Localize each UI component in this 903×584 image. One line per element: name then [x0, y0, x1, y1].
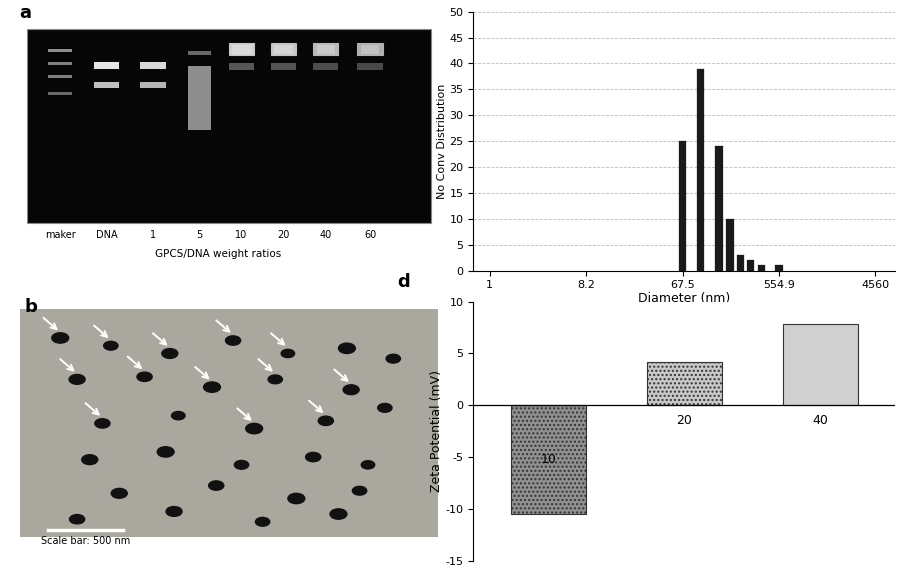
Text: 40: 40 — [320, 230, 331, 239]
Bar — [271, 64, 296, 70]
Bar — [94, 62, 119, 69]
Bar — [49, 75, 72, 78]
Bar — [312, 64, 338, 70]
Text: maker: maker — [45, 230, 76, 239]
Bar — [232, 45, 250, 54]
Circle shape — [246, 423, 262, 434]
Circle shape — [330, 509, 347, 519]
Circle shape — [377, 404, 392, 412]
Bar — [646, 361, 721, 405]
Circle shape — [81, 455, 98, 465]
Text: c: c — [418, 0, 429, 1]
Bar — [775, 266, 782, 270]
Circle shape — [51, 333, 69, 343]
Text: 10: 10 — [235, 230, 247, 239]
Text: 129.6±29.0 nm: 129.6±29.0 nm — [638, 328, 730, 340]
Bar — [228, 43, 254, 55]
Bar — [49, 62, 72, 65]
Bar — [271, 43, 296, 55]
Circle shape — [172, 412, 185, 420]
Circle shape — [352, 486, 367, 495]
Circle shape — [338, 343, 355, 353]
Text: 5: 5 — [196, 230, 202, 239]
Bar — [49, 49, 72, 52]
Circle shape — [287, 493, 304, 503]
Bar — [20, 310, 437, 537]
Text: b: b — [24, 298, 37, 316]
Bar — [360, 45, 379, 54]
Circle shape — [209, 481, 224, 490]
Text: 60: 60 — [364, 230, 376, 239]
Circle shape — [69, 374, 85, 384]
Bar — [187, 65, 211, 130]
Bar — [696, 69, 703, 270]
Circle shape — [70, 515, 85, 524]
Circle shape — [343, 385, 358, 395]
Bar — [49, 92, 72, 95]
Circle shape — [305, 453, 321, 462]
Bar — [678, 141, 685, 270]
X-axis label: Diameter (nm): Diameter (nm) — [638, 292, 730, 305]
Circle shape — [234, 460, 248, 469]
Y-axis label: Zeta Potential (mV): Zeta Potential (mV) — [430, 370, 442, 492]
Bar — [312, 43, 338, 55]
Circle shape — [104, 341, 118, 350]
Circle shape — [162, 349, 178, 359]
Circle shape — [256, 517, 269, 526]
Circle shape — [166, 506, 182, 516]
Text: a: a — [19, 4, 32, 22]
Bar — [782, 325, 857, 405]
Bar — [736, 255, 743, 270]
Text: Scale bar: 500 nm: Scale bar: 500 nm — [41, 536, 130, 546]
Text: DNA: DNA — [96, 230, 117, 239]
Circle shape — [318, 416, 333, 426]
Circle shape — [386, 354, 400, 363]
Circle shape — [225, 336, 240, 345]
Text: 20: 20 — [277, 230, 290, 239]
Y-axis label: No Conv Distribution: No Conv Distribution — [436, 84, 446, 199]
Bar — [510, 405, 585, 514]
Bar — [228, 64, 254, 70]
Circle shape — [157, 447, 174, 457]
Circle shape — [361, 461, 375, 469]
Bar — [757, 266, 765, 270]
Bar — [357, 64, 382, 70]
Bar — [187, 51, 211, 55]
Circle shape — [95, 419, 110, 428]
Bar — [275, 45, 293, 54]
Circle shape — [268, 375, 282, 384]
Bar — [714, 147, 721, 270]
Text: 40: 40 — [811, 413, 827, 426]
Text: 10: 10 — [540, 453, 555, 466]
Text: 20: 20 — [675, 413, 692, 426]
Bar — [140, 82, 165, 88]
Text: d: d — [397, 273, 410, 291]
Bar — [746, 260, 754, 270]
Bar — [94, 82, 119, 88]
Circle shape — [203, 382, 220, 392]
Text: GPCS/DNA weight ratios: GPCS/DNA weight ratios — [155, 249, 281, 259]
Circle shape — [111, 488, 127, 498]
Circle shape — [281, 349, 294, 357]
Circle shape — [137, 372, 152, 381]
Bar — [26, 29, 431, 223]
Bar — [140, 62, 165, 69]
Text: 1: 1 — [150, 230, 156, 239]
Bar — [316, 45, 335, 54]
Bar — [725, 219, 732, 270]
Bar — [357, 43, 382, 55]
